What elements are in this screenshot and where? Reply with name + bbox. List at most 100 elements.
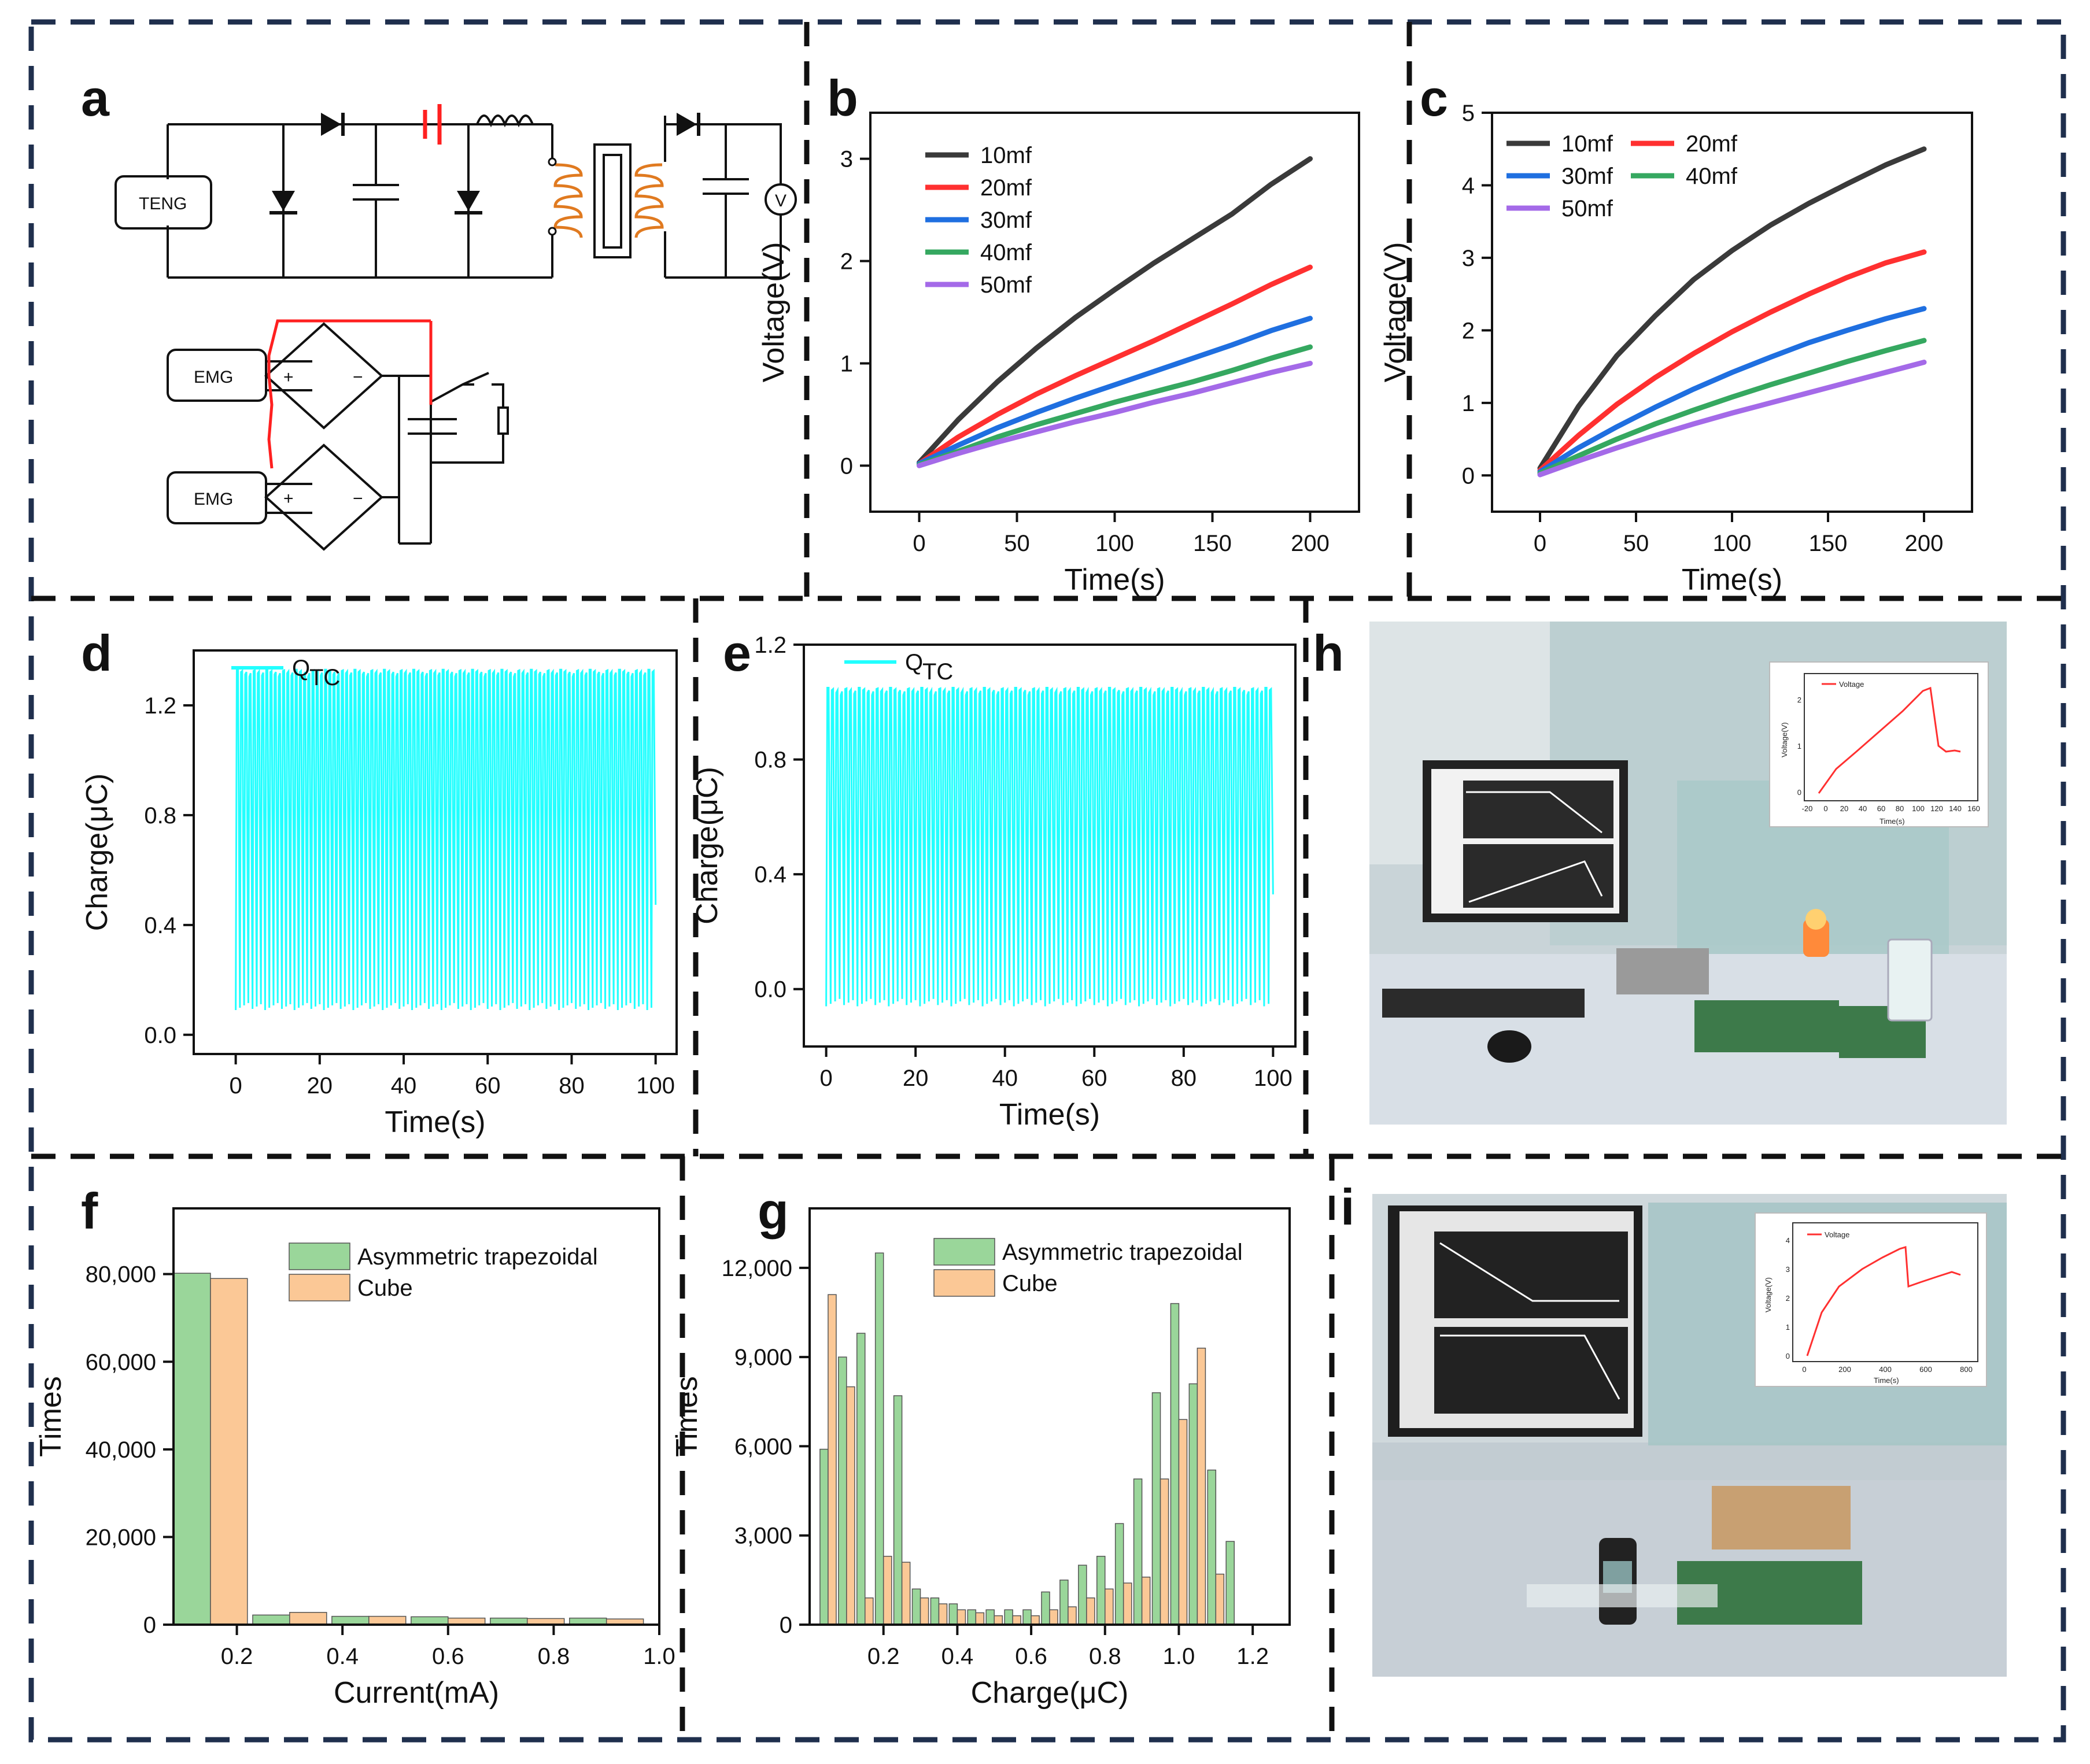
inset-y-tick-label: 0	[1797, 788, 1801, 797]
series-line-20mf	[1537, 249, 1927, 473]
bar-trapezoidal	[819, 1448, 829, 1625]
x-axis-label: Time(s)	[385, 1105, 485, 1139]
bar-trapezoidal	[1059, 1580, 1069, 1625]
legend-label: Asymmetric trapezoidal	[1002, 1240, 1243, 1265]
photo-i-screen-trace-1	[1439, 1242, 1619, 1302]
photo-i-screen-plot-1	[1434, 1232, 1628, 1318]
x-tick-label: 0.4	[941, 1644, 974, 1669]
x-tick-label: 0.6	[1015, 1644, 1047, 1669]
y-tick-label: 20,000	[86, 1525, 156, 1550]
x-tick-label: 60	[1081, 1066, 1107, 1091]
x-tick-label: 50	[1004, 531, 1030, 556]
x-axis-label: Time(s)	[1064, 563, 1165, 597]
y-tick-label: 1	[840, 351, 853, 376]
y-tick-label: 3	[840, 147, 853, 172]
series-line-10mf	[917, 156, 1313, 465]
bar-trapezoidal	[838, 1356, 847, 1625]
y-axis-label: Charge(μC)	[80, 774, 114, 931]
y-tick-label: 0.0	[144, 1023, 176, 1048]
bar-cube	[1160, 1478, 1169, 1625]
legend-label: Cube	[1002, 1271, 1058, 1296]
plus-sign-1: +	[283, 368, 294, 387]
panel-label-d: d	[81, 624, 112, 682]
bar-cube	[901, 1562, 911, 1625]
bar-cube	[1031, 1615, 1040, 1625]
legend-label: Q	[905, 650, 923, 675]
x-tick-label: 0.4	[326, 1644, 359, 1669]
inset-y-tick-label: 4	[1786, 1236, 1790, 1245]
plot-frame	[172, 1207, 660, 1626]
y-tick-label: 40,000	[86, 1437, 156, 1463]
bar-trapezoidal	[1188, 1383, 1198, 1625]
inset-i-ticks: 0 200 400 600 800 0 1 2 3 4	[1786, 1236, 1973, 1374]
bar-cube	[1068, 1606, 1077, 1625]
panel-a: a	[81, 69, 797, 551]
panel-label-e: e	[723, 624, 751, 682]
inset-y-tick-label: 0	[1786, 1352, 1790, 1360]
bar-trapezoidal	[1170, 1303, 1180, 1625]
bar-trapezoidal	[893, 1395, 903, 1625]
legend-label: 50mf	[1561, 196, 1613, 221]
inset-y-tick-label: 2	[1797, 696, 1801, 704]
bar-trapezoidal	[1207, 1469, 1217, 1625]
x-tick-label: 0.8	[538, 1644, 570, 1669]
x-tick-label: 40	[992, 1066, 1018, 1091]
bar-cube	[1086, 1597, 1095, 1625]
legend-label: 10mf	[1561, 131, 1613, 157]
inset-x-tick-label: 20	[1840, 804, 1848, 813]
inset-x-tick-label: 60	[1877, 804, 1885, 813]
bar-trapezoidal	[985, 1609, 995, 1625]
voltmeter-label: V	[775, 191, 786, 210]
panel-dividers	[31, 22, 2063, 1740]
y-tick-label: 4	[1462, 173, 1475, 198]
inset-plot-i	[1755, 1212, 1987, 1387]
photo-h-lamp	[1803, 919, 1829, 957]
bar-trapezoidal	[252, 1614, 290, 1625]
bar-cube	[846, 1386, 855, 1625]
x-tick-label: 100	[1095, 531, 1134, 556]
x-tick-label: 0	[1534, 531, 1546, 556]
bar-trapezoidal	[930, 1597, 940, 1625]
bar-trapezoidal	[1151, 1392, 1161, 1625]
y-axis-label: Voltage(V)	[757, 242, 791, 383]
y-tick-label: 0	[143, 1613, 156, 1638]
series-line-q	[235, 668, 657, 1011]
y-axis-label: Times	[670, 1376, 704, 1457]
x-tick-label: 150	[1193, 531, 1232, 556]
bar-trapezoidal	[874, 1252, 884, 1625]
bar-trapezoidal	[1004, 1609, 1013, 1625]
y-tick-label: 60,000	[86, 1349, 156, 1375]
x-tick-label: 40	[391, 1073, 417, 1099]
inset-h-voltage-line	[1818, 686, 1961, 794]
inset-h-ylabel: Voltage(V)	[1780, 722, 1789, 757]
x-tick-label: 100	[636, 1073, 675, 1099]
legend-label: 40mf	[980, 240, 1032, 265]
x-tick-label: 1.2	[1236, 1644, 1269, 1669]
legend-label: Q	[292, 656, 310, 681]
plot-frame	[808, 1207, 1291, 1626]
inset-x-tick-label: -20	[1802, 804, 1813, 813]
photo-i-screen-trace-2	[1440, 1334, 1620, 1400]
inset-plot-h	[1769, 661, 1989, 827]
y-tick-label: 0	[840, 453, 853, 479]
series-line-30mf	[917, 316, 1313, 467]
inset-i-voltage-line	[1806, 1246, 1961, 1356]
legend-subscript: TC	[922, 659, 953, 685]
inset-h-frame	[1804, 673, 1978, 801]
bar-trapezoidal	[1078, 1565, 1087, 1625]
x-tick-label: 100	[1713, 531, 1752, 556]
inset-x-tick-label: 120	[1930, 804, 1943, 813]
panel-label-h: h	[1313, 624, 1344, 682]
x-axis-label: Charge(μC)	[971, 1676, 1129, 1710]
inset-i-frame	[1792, 1222, 1978, 1362]
teng-box	[115, 175, 212, 230]
photo-h-lamp-glow	[1805, 909, 1826, 930]
bar-trapezoidal	[967, 1609, 977, 1625]
bar-cube	[368, 1615, 407, 1625]
x-tick-label: 200	[1291, 531, 1330, 556]
x-tick-label: 50	[1623, 531, 1649, 556]
inset-y-tick-label: 2	[1786, 1294, 1790, 1303]
bar-cube	[882, 1555, 892, 1625]
photo-h-multimeter	[1616, 948, 1709, 994]
bar-trapezoidal	[1041, 1591, 1050, 1625]
